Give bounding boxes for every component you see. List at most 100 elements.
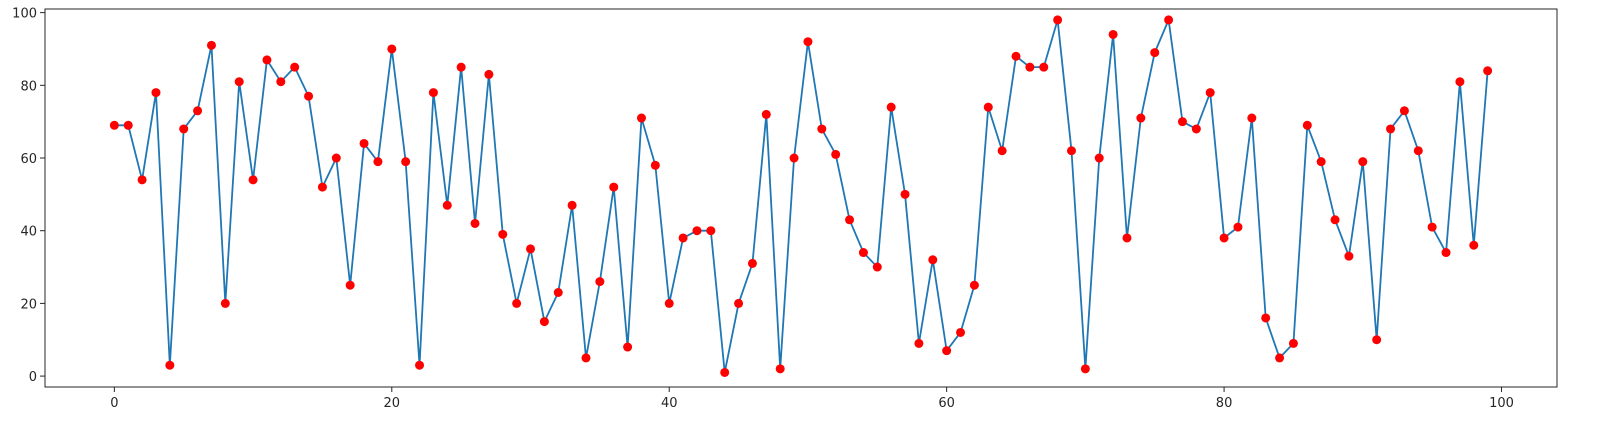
data-point [831,149,841,159]
data-point [664,298,674,308]
data-point [761,109,771,119]
data-point [1025,62,1035,72]
data-point [789,153,799,163]
data-point [1066,146,1076,156]
data-point [1191,124,1201,134]
data-point [539,317,549,327]
x-tick-label: 60 [938,396,955,411]
data-point [345,280,355,290]
data-point [262,55,272,65]
plot-frame [44,8,1558,388]
data-point [858,248,868,258]
data-point [179,124,189,134]
data-point [1483,66,1493,76]
data-point [803,37,813,47]
x-tick-label: 100 [1489,396,1514,411]
data-point [359,138,369,148]
series-layer [109,15,1493,377]
data-point [1330,215,1340,225]
data-point [845,215,855,225]
data-point [942,346,952,356]
data-point [304,91,314,101]
data-point [747,258,757,268]
data-point [1413,146,1423,156]
data-point [526,244,536,254]
data-point [872,262,882,272]
data-point [1219,233,1229,243]
data-point [276,77,286,87]
data-point [553,288,563,297]
data-point [1386,124,1396,134]
y-tick-label: 60 [20,152,37,167]
y-tick-label: 80 [20,79,37,94]
data-point [706,226,716,236]
data-point [567,200,577,210]
data-point [1108,29,1118,39]
data-point [623,342,633,352]
data-point [1275,353,1285,363]
data-point [1205,88,1215,98]
data-point [401,157,411,167]
data-point [512,298,522,308]
data-point [692,226,702,236]
data-point [1164,15,1174,25]
data-point [609,182,619,192]
data-point [734,298,744,308]
data-point [1358,157,1368,167]
data-point [678,233,688,243]
data-point [165,360,175,370]
data-point [220,298,230,308]
data-point [650,160,660,170]
data-point [415,360,425,370]
data-point [1053,15,1063,25]
data-point [193,106,203,116]
axis-ticks: 0 20 40 60 80 100 0 20 40 60 80 100 [12,7,1514,411]
y-tick-label: 40 [20,225,37,240]
data-point [775,364,785,374]
data-point [1316,157,1326,167]
data-point [1136,113,1146,123]
series-line [114,18,1489,374]
data-point [900,189,910,199]
data-point [1011,51,1021,61]
data-point [636,113,646,123]
y-tick-label: 20 [20,297,37,312]
data-point [498,229,508,239]
x-tick-label: 0 [110,396,118,411]
data-point [1302,120,1312,130]
data-point [109,120,119,130]
data-point [817,124,827,134]
data-point [1094,153,1104,163]
data-point [373,157,383,167]
data-point [1122,233,1132,243]
data-point [1247,113,1257,123]
data-point [442,200,452,210]
data-point [720,367,730,377]
data-point [234,77,244,87]
y-tick-label: 100 [12,7,37,22]
data-point [997,146,1007,156]
data-point [1261,313,1271,323]
data-point [137,175,147,185]
data-point [956,327,966,337]
data-point [470,218,480,228]
data-point [1039,62,1049,72]
data-point [387,44,397,54]
x-tick-label: 80 [1216,396,1233,411]
data-point [1080,364,1090,374]
data-point [1455,77,1465,87]
data-point [1469,240,1479,250]
data-point [428,88,438,98]
data-point [1427,222,1437,232]
data-point [331,153,341,163]
data-point [151,88,161,98]
data-point [969,280,979,290]
data-point [248,175,258,185]
data-point [1150,48,1160,58]
data-point [290,62,300,72]
data-point [1288,338,1298,348]
data-point [886,102,896,112]
data-point [317,182,327,192]
data-point [914,338,924,348]
